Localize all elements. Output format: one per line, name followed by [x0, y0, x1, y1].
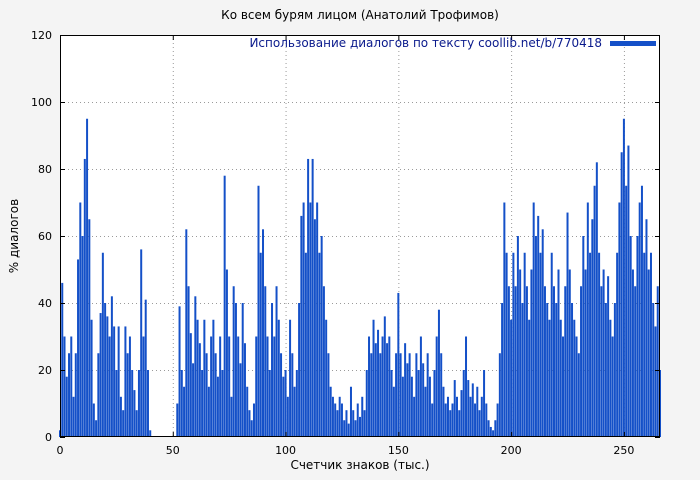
y-tick-label: 120: [31, 29, 52, 42]
y-tick-label: 100: [31, 96, 52, 109]
x-tick-label: 50: [166, 444, 180, 457]
y-tick-label: 40: [38, 297, 52, 310]
y-tick-label: 20: [38, 364, 52, 377]
y-tick-label: 60: [38, 230, 52, 243]
axis-layer: 0 50 100 150 200 250 0 20 40 60 80 100 120: [31, 29, 660, 457]
y-tick-label: 0: [45, 431, 52, 444]
x-tick-label: 150: [388, 444, 409, 457]
x-tick-label: 0: [57, 444, 64, 457]
legend: Использование диалогов по тексту coollib…: [249, 36, 656, 50]
legend-label: Использование диалогов по тексту coollib…: [249, 36, 602, 50]
x-tick-label: 200: [501, 444, 522, 457]
x-tick-label: 100: [275, 444, 296, 457]
x-axis-label: Счетчик знаков (тыс.): [290, 458, 430, 472]
y-tick-label: 80: [38, 163, 52, 176]
y-axis-label: % диалогов: [7, 198, 21, 274]
legend-line-sample: [610, 40, 656, 46]
x-tick-label: 250: [613, 444, 634, 457]
chart-title: Ко всем бурям лицом (Анатолий Трофимов): [221, 8, 499, 22]
bars-layer: [59, 118, 661, 438]
